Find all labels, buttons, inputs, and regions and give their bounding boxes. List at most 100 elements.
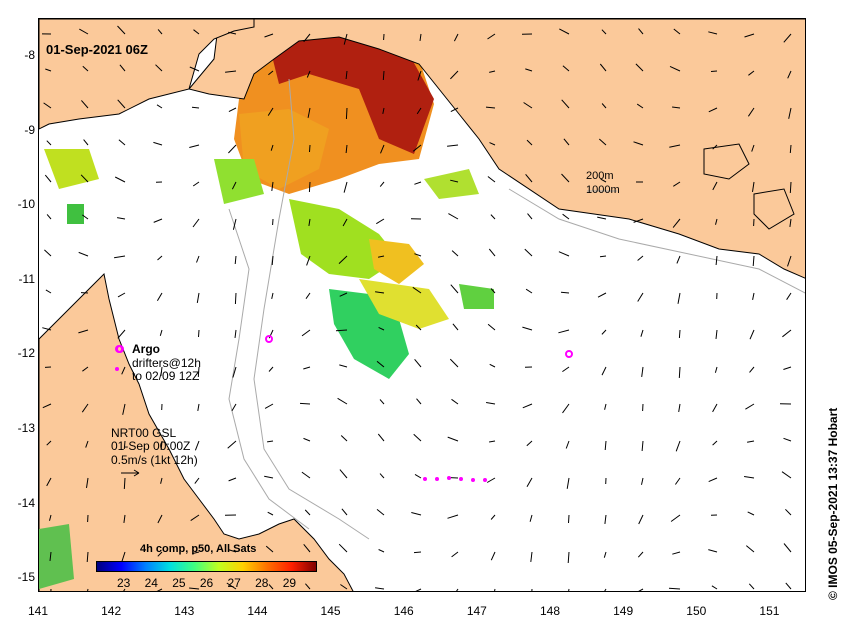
sst-map[interactable] <box>39 19 806 592</box>
current-arrow <box>714 366 718 373</box>
current-arrow <box>378 255 385 258</box>
current-arrow <box>303 437 311 442</box>
current-arrow <box>522 326 533 331</box>
current-arrow <box>340 584 348 590</box>
current-arrow <box>342 218 348 227</box>
drifter-point <box>459 477 463 481</box>
colorbar-tick-label: 25 <box>172 576 186 590</box>
current-arrow <box>80 174 89 183</box>
depth-200m-label: 200m <box>586 170 614 182</box>
drifters-legend-label: drifters@12h <box>132 356 201 370</box>
current-arrow <box>376 509 385 516</box>
current-arrow <box>414 253 422 257</box>
current-arrow <box>708 477 718 483</box>
current-arrow <box>563 138 570 146</box>
current-arrow <box>338 255 348 264</box>
x-tick-label: 148 <box>539 604 561 618</box>
current-arrow <box>416 398 422 405</box>
current-arrow <box>49 551 52 561</box>
current-arrow <box>672 106 681 109</box>
current-arrow <box>416 107 422 115</box>
current-arrow <box>599 63 607 72</box>
current-arrow <box>672 218 681 228</box>
colorbar-tick-label: 29 <box>282 576 297 590</box>
current-arrow <box>452 323 459 331</box>
current-arrow <box>488 248 496 257</box>
map-frame[interactable] <box>38 18 806 592</box>
current-arrow <box>189 66 200 72</box>
current-arrow <box>641 477 644 485</box>
x-tick-label: 145 <box>320 604 341 618</box>
current-arrow <box>789 144 792 154</box>
current-arrow <box>376 218 385 225</box>
current-arrow <box>308 181 311 193</box>
current-arrow <box>299 402 311 405</box>
current-arrow <box>155 64 163 72</box>
current-arrow <box>303 33 311 43</box>
current-arrow <box>264 403 274 409</box>
current-arrow <box>636 103 644 109</box>
drifter-point <box>115 367 119 371</box>
current-arrow <box>341 508 348 516</box>
current-arrow <box>604 514 607 524</box>
x-tick-label: 144 <box>247 604 268 618</box>
current-arrow <box>601 103 607 109</box>
depth-1000m-label: 1000m <box>586 184 620 196</box>
drifter-point <box>471 478 475 482</box>
current-arrow <box>745 403 755 410</box>
current-arrow <box>749 366 755 373</box>
current-arrow <box>122 403 126 415</box>
current-arrow <box>228 477 237 482</box>
current-arrow <box>232 366 237 378</box>
current-arrow <box>160 366 163 376</box>
current-arrow <box>678 403 681 412</box>
current-arrow <box>340 435 348 442</box>
land-north-west <box>39 19 255 130</box>
x-tick-label: 146 <box>393 604 414 618</box>
current-arrow <box>637 255 644 261</box>
contour-200m <box>253 78 370 540</box>
current-arrow <box>672 551 681 555</box>
current-arrow <box>673 28 681 35</box>
argo-float-marker <box>565 350 573 358</box>
current-arrow <box>264 33 274 38</box>
currents-speed: 0.5m/s (1kt 12h) <box>111 453 198 467</box>
current-arrow <box>417 70 422 81</box>
current-arrow <box>301 471 311 479</box>
credit-label: © IMOS 05-Sep-2021 13:37 Hobart <box>826 407 840 600</box>
current-arrow <box>604 403 607 410</box>
current-arrow <box>450 284 459 294</box>
x-tick-label: 147 <box>466 604 487 618</box>
current-arrow <box>78 329 89 334</box>
current-arrow <box>375 291 385 294</box>
current-arrow <box>123 514 126 523</box>
current-arrow <box>747 511 755 516</box>
current-arrow <box>189 144 200 148</box>
current-arrow <box>378 549 385 553</box>
current-arrow <box>382 107 385 114</box>
current-arrow <box>486 402 496 405</box>
current-arrow <box>752 292 755 300</box>
current-arrow <box>227 440 237 449</box>
current-arrow <box>526 440 533 447</box>
current-arrow <box>117 217 126 220</box>
current-arrow <box>489 70 496 73</box>
current-arrow <box>380 144 385 154</box>
current-arrow <box>234 255 237 265</box>
current-arrow <box>412 286 422 294</box>
current-arrow <box>157 514 163 524</box>
current-arrow <box>267 440 274 443</box>
current-arrow <box>678 329 681 339</box>
current-arrow <box>789 218 792 227</box>
current-arrow <box>192 218 200 228</box>
sst-patch-mid <box>289 199 399 279</box>
current-arrow <box>193 29 200 35</box>
y-tick-label: -10 <box>17 197 35 212</box>
current-arrow <box>489 440 496 443</box>
current-arrow <box>117 25 126 35</box>
current-arrow <box>782 329 792 338</box>
current-arrow <box>156 588 163 591</box>
current-arrow <box>562 403 570 414</box>
y-tick-label: -15 <box>17 570 35 585</box>
current-arrow <box>86 477 89 488</box>
